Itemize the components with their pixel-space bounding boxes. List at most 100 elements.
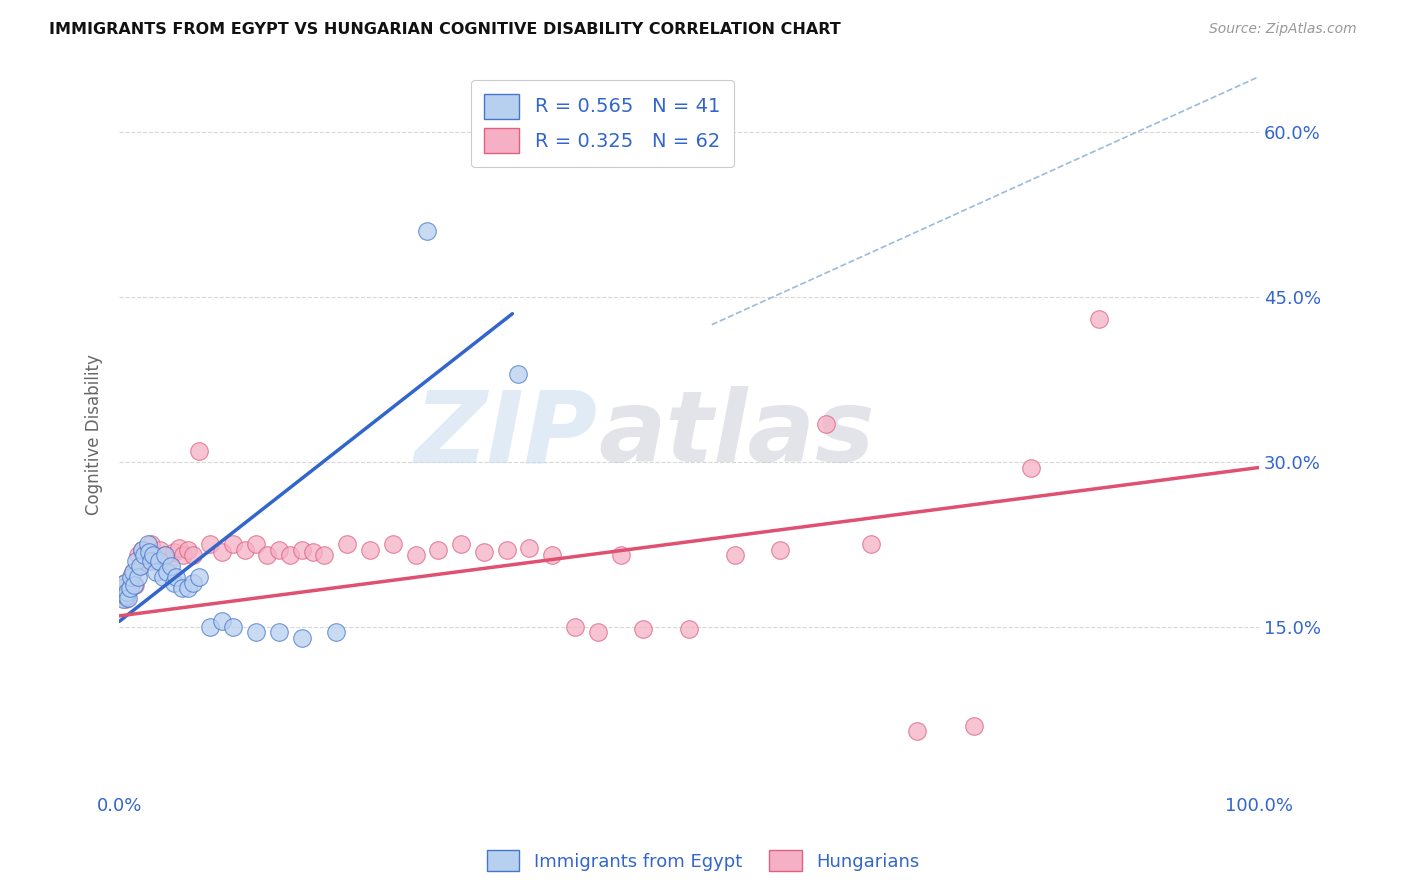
Point	[167, 541, 190, 555]
Point	[609, 549, 631, 563]
Point	[1088, 312, 1111, 326]
Point	[127, 570, 149, 584]
Point	[211, 615, 233, 629]
Point	[138, 545, 160, 559]
Point	[472, 545, 495, 559]
Point	[359, 543, 381, 558]
Point	[117, 584, 139, 599]
Point	[814, 417, 837, 431]
Point	[159, 559, 181, 574]
Point	[120, 570, 142, 584]
Point	[165, 570, 187, 584]
Point	[769, 543, 792, 558]
Point	[134, 554, 156, 568]
Point	[125, 554, 148, 568]
Text: IMMIGRANTS FROM EGYPT VS HUNGARIAN COGNITIVE DISABILITY CORRELATION CHART: IMMIGRANTS FROM EGYPT VS HUNGARIAN COGNI…	[49, 22, 841, 37]
Y-axis label: Cognitive Disability: Cognitive Disability	[86, 354, 103, 515]
Point	[110, 582, 132, 596]
Legend: Immigrants from Egypt, Hungarians: Immigrants from Egypt, Hungarians	[479, 843, 927, 879]
Point	[118, 582, 141, 596]
Point	[131, 543, 153, 558]
Text: ZIP: ZIP	[415, 386, 598, 483]
Point	[267, 625, 290, 640]
Point	[115, 592, 138, 607]
Point	[416, 224, 439, 238]
Point	[278, 549, 301, 563]
Point	[506, 367, 529, 381]
Point	[163, 545, 186, 559]
Point	[183, 575, 205, 590]
Point	[233, 543, 256, 558]
Point	[860, 537, 883, 551]
Point	[114, 575, 136, 590]
Point	[633, 622, 655, 636]
Point	[120, 570, 142, 584]
Point	[118, 574, 141, 588]
Point	[114, 575, 136, 590]
Point	[188, 570, 211, 584]
Point	[163, 575, 186, 590]
Point	[142, 549, 165, 563]
Point	[519, 541, 541, 555]
Legend: R = 0.565   N = 41, R = 0.325   N = 62: R = 0.565 N = 41, R = 0.325 N = 62	[471, 80, 734, 167]
Point	[157, 554, 180, 568]
Point	[111, 589, 134, 603]
Point	[136, 545, 159, 559]
Point	[222, 537, 245, 551]
Point	[200, 537, 222, 551]
Point	[115, 589, 138, 603]
Point	[905, 724, 928, 739]
Point	[302, 545, 325, 559]
Point	[131, 543, 153, 558]
Point	[245, 625, 267, 640]
Point	[128, 559, 150, 574]
Point	[1019, 460, 1042, 475]
Point	[141, 554, 163, 568]
Point	[188, 444, 211, 458]
Point	[148, 554, 170, 568]
Point	[145, 565, 167, 579]
Point	[325, 625, 347, 640]
Point	[723, 549, 745, 563]
Point	[405, 549, 427, 563]
Point	[128, 559, 150, 574]
Point	[245, 537, 267, 551]
Point	[211, 545, 233, 559]
Point	[122, 565, 145, 579]
Point	[267, 543, 290, 558]
Point	[124, 578, 146, 592]
Point	[183, 549, 205, 563]
Point	[170, 582, 193, 596]
Point	[152, 570, 174, 584]
Point	[122, 565, 145, 579]
Point	[256, 549, 278, 563]
Text: Source: ZipAtlas.com: Source: ZipAtlas.com	[1209, 22, 1357, 37]
Point	[200, 620, 222, 634]
Point	[678, 622, 700, 636]
Point	[149, 543, 172, 558]
Point	[127, 549, 149, 563]
Point	[112, 584, 135, 599]
Point	[117, 591, 139, 606]
Point	[142, 549, 165, 563]
Point	[336, 537, 359, 551]
Point	[172, 549, 194, 563]
Point	[176, 543, 198, 558]
Point	[290, 543, 312, 558]
Point	[541, 549, 564, 563]
Point	[141, 537, 163, 551]
Text: atlas: atlas	[598, 386, 875, 483]
Point	[564, 620, 586, 634]
Point	[117, 587, 139, 601]
Point	[117, 582, 139, 596]
Point	[136, 537, 159, 551]
Point	[222, 620, 245, 634]
Point	[134, 549, 156, 563]
Point	[427, 543, 450, 558]
Point	[111, 592, 134, 607]
Point	[110, 582, 132, 596]
Point	[122, 578, 145, 592]
Point	[146, 554, 169, 568]
Point	[963, 719, 986, 733]
Point	[290, 631, 312, 645]
